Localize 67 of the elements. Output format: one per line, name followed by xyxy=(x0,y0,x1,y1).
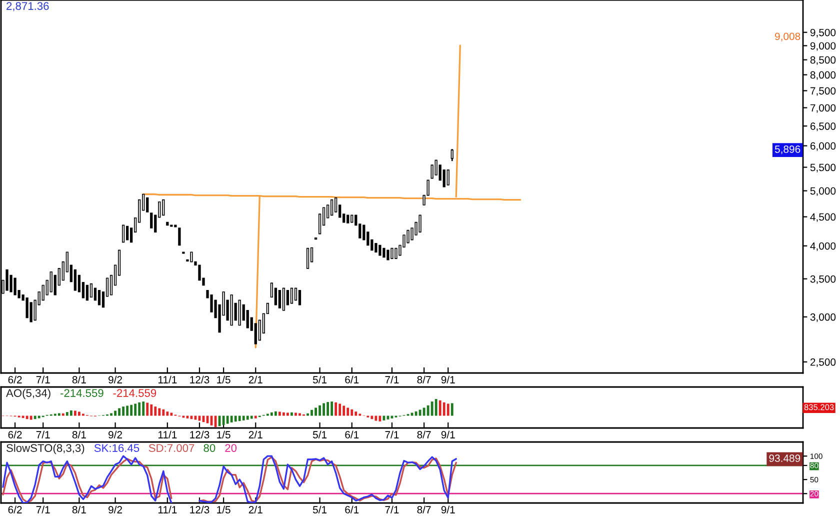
x-tick-label: 6/1 xyxy=(345,506,359,514)
x-tick-label: 8/7 xyxy=(417,506,431,514)
series-label: SK:16.45 xyxy=(94,444,140,452)
y-tick-label: 9,000 xyxy=(810,42,836,51)
y-tick-label: 7,000 xyxy=(810,104,836,113)
x-tick-label: 9/1 xyxy=(441,376,455,384)
x-tick-label: 1/5 xyxy=(217,376,230,384)
y-tick-label: 7,500 xyxy=(810,87,836,96)
x-tick-label: 9/2 xyxy=(108,506,122,514)
y-tick-label: 5,000 xyxy=(810,187,836,196)
chart-title: SlowSTO(8,3,3) xyxy=(6,444,84,454)
x-tick-label: 11/1 xyxy=(158,506,177,514)
x-tick-label: 2/1 xyxy=(248,430,262,438)
x-tick-label: 8/1 xyxy=(72,376,86,384)
y-tick-label: 3,000 xyxy=(810,313,836,322)
y-tick-label: 5,500 xyxy=(810,164,836,172)
x-tick-label: 2/1 xyxy=(248,376,262,384)
y-tick-label: 3,500 xyxy=(810,275,836,284)
x-tick-label: 7/1 xyxy=(385,430,399,438)
series-label: -214.559 xyxy=(60,389,104,397)
annotation: 9,008 xyxy=(775,32,800,42)
x-tick-label: 11/1 xyxy=(158,376,177,384)
x-tick-label: 11/1 xyxy=(158,430,177,438)
x-tick-label: 9/1 xyxy=(441,506,455,514)
x-tick-label: 8/1 xyxy=(72,506,86,514)
series-label: SD:7.007 xyxy=(148,444,194,452)
text: 835.203 xyxy=(804,404,834,410)
x-tick-label: 9/2 xyxy=(108,376,122,384)
y-tick-label: 2,500 xyxy=(810,358,836,367)
series-label: -214.559 xyxy=(113,389,156,397)
x-tick-label: 1/5 xyxy=(217,430,230,438)
ref-line-label: 20 xyxy=(225,444,237,452)
ref-line-label: 80 xyxy=(204,444,216,452)
annotation: 2,871.36 xyxy=(6,2,49,12)
x-tick-label: 7/1 xyxy=(36,376,50,384)
x-tick-label: 9/2 xyxy=(108,430,122,438)
annotation: 93.489 xyxy=(769,454,800,462)
x-tick-label: 8/1 xyxy=(72,430,86,438)
x-tick-label: 12/3 xyxy=(190,376,210,384)
annotation: 5,896 xyxy=(774,146,800,154)
y-tick-label: 6,000 xyxy=(810,142,836,151)
y-tick-label: 9,500 xyxy=(810,28,836,38)
x-tick-label: 12/3 xyxy=(190,506,210,514)
x-tick-label: 8/7 xyxy=(417,376,431,384)
y-tick-label: 8,000 xyxy=(810,71,836,80)
x-tick-label: 7/1 xyxy=(385,506,399,514)
x-tick-label: 2/1 xyxy=(248,506,262,514)
x-tick-label: 12/3 xyxy=(190,430,210,438)
y-tick-label: 4,000 xyxy=(810,242,836,251)
x-tick-label: 9/1 xyxy=(441,430,455,438)
x-tick-label: 6/2 xyxy=(8,430,22,438)
x-tick-label: 6/1 xyxy=(345,376,359,384)
y-tick-label: 6,500 xyxy=(810,122,836,132)
x-tick-label: 5/1 xyxy=(312,430,327,438)
x-tick-label: 6/2 xyxy=(8,376,22,384)
y-tick-label: 8,500 xyxy=(810,56,836,65)
x-tick-label: 1/5 xyxy=(217,506,230,514)
y-tick-label: 4,500 xyxy=(810,213,836,222)
x-tick-label: 7/1 xyxy=(385,376,399,384)
x-tick-label: 5/1 xyxy=(312,376,327,384)
x-tick-label: 5/1 xyxy=(312,506,327,514)
chart-title: AO(5,34) xyxy=(6,388,50,400)
x-tick-label: 8/7 xyxy=(417,430,431,438)
x-tick-label: 6/2 xyxy=(8,506,22,514)
x-tick-label: 7/1 xyxy=(36,506,50,514)
x-tick-label: 6/1 xyxy=(345,430,359,438)
x-tick-label: 7/1 xyxy=(36,430,50,438)
